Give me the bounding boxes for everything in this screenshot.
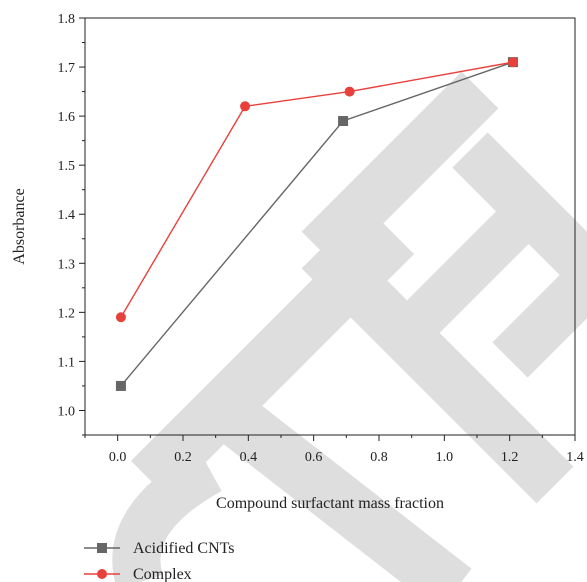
data-point — [115, 312, 126, 323]
y-tick-label: 1.7 — [58, 61, 76, 76]
plot-frame — [84, 17, 576, 436]
x-tick-label: 0.2 — [174, 450, 192, 465]
plot-area: 0.0 0.2 0.4 0.6 0.8 1.0 1.2 1.4 1.0 1.1 1.2 1.3 1.4… — [58, 12, 584, 465]
data-point — [115, 380, 126, 391]
data-point — [338, 116, 349, 127]
series-layer — [115, 57, 518, 391]
y-tick-label: 1.8 — [58, 12, 76, 27]
x-tick-label: 1.4 — [566, 450, 584, 465]
series-line — [120, 61, 514, 318]
retracted-watermark — [112, 71, 587, 582]
data-point — [344, 86, 355, 97]
legend: Acidified CNTs Complex — [84, 540, 235, 582]
legend-swatch-marker — [97, 569, 107, 579]
x-tick-label: 0.6 — [305, 450, 323, 465]
y-tick-label: 1.3 — [58, 257, 76, 272]
legend-label: Acidified CNTs — [133, 540, 235, 557]
data-point — [240, 101, 251, 112]
y-tick-label: 1.0 — [58, 404, 76, 419]
y-tick-label: 1.6 — [58, 110, 76, 125]
x-axis-title: Compound surfactant mass fraction — [216, 495, 444, 512]
watermark-stroke — [213, 393, 472, 582]
watermark-stroke — [388, 198, 542, 352]
x-tick-label: 0.0 — [109, 450, 127, 465]
watermark-stroke — [492, 252, 587, 378]
y-tick-label: 1.1 — [58, 355, 76, 370]
y-axis-title: Absorbance — [11, 188, 28, 264]
y-tick-label: 1.2 — [58, 306, 76, 321]
x-tick-label: 1.0 — [436, 450, 454, 465]
x-tick-label: 0.4 — [240, 450, 258, 465]
y-axis-ticks: 1.0 1.1 1.2 1.3 1.4 1.5 1.6 1.7 1.8 — [58, 12, 85, 436]
y-tick-label: 1.5 — [58, 159, 76, 174]
watermark-stroke — [301, 231, 574, 504]
series-complex — [115, 57, 518, 323]
legend-swatch-marker — [97, 543, 107, 553]
legend-item: Complex — [84, 566, 192, 582]
x-axis-ticks: 0.0 0.2 0.4 0.6 0.8 1.0 1.2 1.4 — [84, 435, 584, 465]
legend-label: Complex — [133, 566, 192, 582]
watermark-stroke — [301, 71, 499, 269]
watermark-stroke — [112, 449, 222, 582]
x-tick-label: 1.2 — [501, 450, 519, 465]
x-tick-label: 0.8 — [370, 450, 388, 465]
data-point — [507, 57, 518, 68]
y-tick-label: 1.4 — [58, 208, 76, 223]
legend-item: Acidified CNTs — [84, 540, 235, 557]
